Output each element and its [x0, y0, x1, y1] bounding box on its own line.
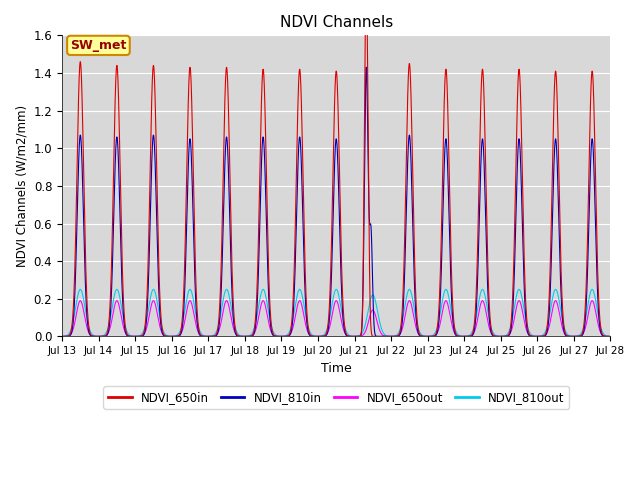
X-axis label: Time: Time — [321, 362, 351, 375]
Title: NDVI Channels: NDVI Channels — [280, 15, 393, 30]
Text: SW_met: SW_met — [70, 39, 127, 52]
Legend: NDVI_650in, NDVI_810in, NDVI_650out, NDVI_810out: NDVI_650in, NDVI_810in, NDVI_650out, NDV… — [103, 386, 569, 409]
Y-axis label: NDVI Channels (W/m2/mm): NDVI Channels (W/m2/mm) — [15, 105, 28, 267]
